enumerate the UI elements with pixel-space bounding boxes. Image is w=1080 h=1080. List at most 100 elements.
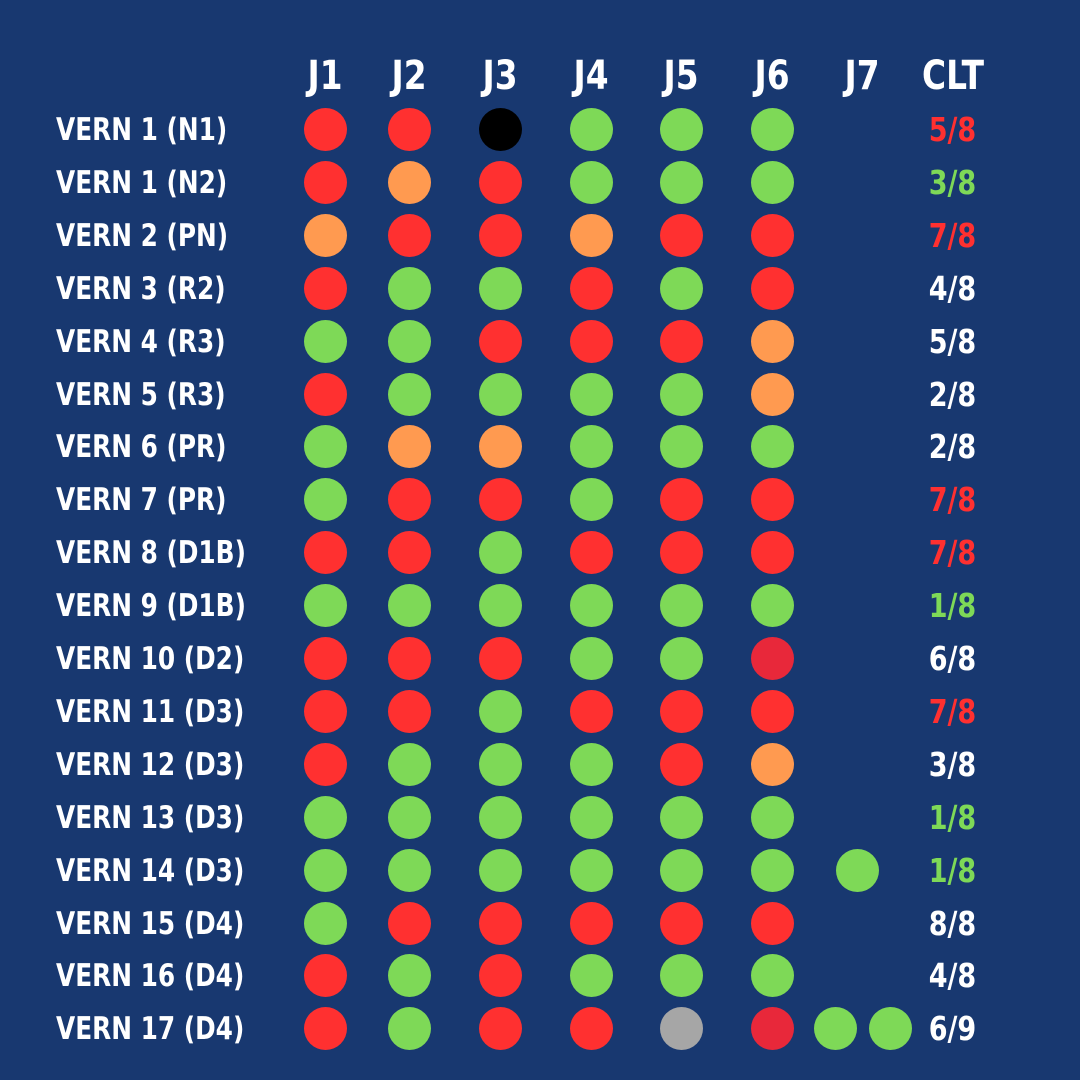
row-label: VERN 10 (D2) — [56, 641, 245, 677]
status-dot-green — [388, 1007, 431, 1051]
status-dot-grey — [660, 1007, 703, 1051]
status-dot-green — [660, 108, 703, 151]
status-dot-orange — [479, 425, 522, 469]
table-row: VERN 14 (D3) 1/8 — [0, 845, 1080, 897]
status-dot-red — [388, 108, 431, 151]
status-dot-red — [479, 160, 522, 204]
row-label: VERN 8 (D1B) — [56, 535, 246, 572]
status-dot-green — [479, 689, 522, 733]
column-header-j2: J2 — [391, 53, 427, 99]
clt-score: 6/9 — [928, 1009, 977, 1049]
status-dot-red — [479, 319, 522, 363]
clt-score: 7/8 — [928, 691, 977, 731]
status-dot-green — [388, 795, 431, 839]
status-dot-green — [751, 425, 794, 469]
status-dot-green — [388, 954, 431, 998]
column-header-j5: J5 — [663, 53, 699, 99]
table-row: VERN 8 (D1B) 7/8 — [0, 527, 1080, 579]
status-dot-green — [751, 108, 794, 151]
clt-score: 4/8 — [928, 268, 977, 308]
clt-score: 2/8 — [928, 374, 977, 414]
column-header-clt: CLT — [922, 53, 984, 99]
table-row: VERN 13 (D3) 1/8 — [0, 792, 1080, 844]
clt-score: 2/8 — [928, 427, 977, 467]
column-header-j3: J3 — [482, 53, 518, 99]
status-dot-red — [660, 742, 703, 786]
row-label: VERN 9 (D1B) — [56, 588, 246, 625]
status-dot-green — [304, 795, 347, 839]
table-row: VERN 12 (D3) 3/8 — [0, 739, 1080, 791]
status-dot-red — [479, 954, 522, 998]
status-dot-green — [660, 266, 703, 310]
status-dot-red — [570, 689, 613, 733]
status-dot-orange — [304, 213, 347, 257]
status-dot-green — [479, 266, 522, 310]
status-dot-red — [751, 689, 794, 733]
status-dot-green — [660, 425, 703, 469]
status-dot-green — [570, 954, 613, 998]
status-dot-red — [388, 901, 431, 945]
column-header-j4: J4 — [573, 53, 609, 99]
clt-score: 7/8 — [928, 215, 977, 255]
status-dot-green — [751, 584, 794, 628]
row-label: VERN 7 (PR) — [56, 482, 227, 519]
status-dot-green — [479, 584, 522, 628]
status-dot-green — [304, 425, 347, 469]
status-dot-green — [660, 372, 703, 416]
row-label: VERN 16 (D4) — [56, 958, 245, 995]
status-dot-green — [660, 584, 703, 628]
clt-score: 4/8 — [928, 956, 977, 996]
status-dot-red — [751, 901, 794, 945]
table-row: VERN 6 (PR) 2/8 — [0, 421, 1080, 473]
row-label: VERN 5 (R3) — [56, 376, 226, 413]
status-dot-green — [479, 795, 522, 839]
status-dot-green — [304, 478, 347, 522]
status-dot-orange — [388, 160, 431, 204]
status-dot-red — [304, 637, 347, 680]
status-dot-green — [304, 901, 347, 945]
table-row: VERN 3 (R2) 4/8 — [0, 263, 1080, 315]
clt-score: 7/8 — [928, 533, 977, 573]
clt-score: 1/8 — [928, 586, 977, 626]
status-dot-green — [836, 848, 879, 892]
row-label: VERN 1 (N2) — [56, 164, 228, 201]
row-label: VERN 1 (N1) — [56, 112, 228, 148]
status-dot-green — [660, 954, 703, 998]
column-header-j1: J1 — [307, 53, 343, 99]
clt-score: 7/8 — [928, 480, 977, 520]
status-dot-green — [751, 848, 794, 892]
row-label: VERN 14 (D3) — [56, 852, 245, 889]
row-label: VERN 17 (D4) — [56, 1011, 245, 1048]
status-dot-red — [304, 742, 347, 786]
status-dot-green — [388, 584, 431, 628]
status-dot-green — [388, 372, 431, 416]
status-dot-green — [570, 478, 613, 522]
status-dot-green — [479, 372, 522, 416]
status-dot-green — [570, 742, 613, 786]
status-dot-green — [869, 1007, 912, 1051]
row-label: VERN 4 (R3) — [56, 323, 226, 360]
status-dot-green — [304, 848, 347, 892]
status-dot-red — [570, 319, 613, 363]
status-dot-red — [660, 901, 703, 945]
status-dot-red — [570, 531, 613, 575]
status-dot-orange — [751, 742, 794, 786]
status-dot-red — [304, 266, 347, 310]
table-row: VERN 9 (D1B) 1/8 — [0, 580, 1080, 632]
status-dot-green — [304, 584, 347, 628]
status-dot-red — [660, 689, 703, 733]
status-dot-red — [304, 1007, 347, 1051]
column-header-j7: J7 — [844, 53, 880, 99]
status-dot-green — [751, 795, 794, 839]
row-label: VERN 13 (D3) — [56, 799, 245, 836]
table-row: VERN 10 (D2) 6/8 — [0, 633, 1080, 685]
clt-score: 5/8 — [928, 110, 977, 149]
status-dot-green — [660, 795, 703, 839]
status-dot-green — [660, 637, 703, 680]
status-dot-red — [388, 637, 431, 680]
status-dot-orange — [751, 319, 794, 363]
status-dot-red — [660, 531, 703, 575]
status-dot-red — [304, 372, 347, 416]
status-dot-red — [479, 901, 522, 945]
status-dot-green — [388, 266, 431, 310]
